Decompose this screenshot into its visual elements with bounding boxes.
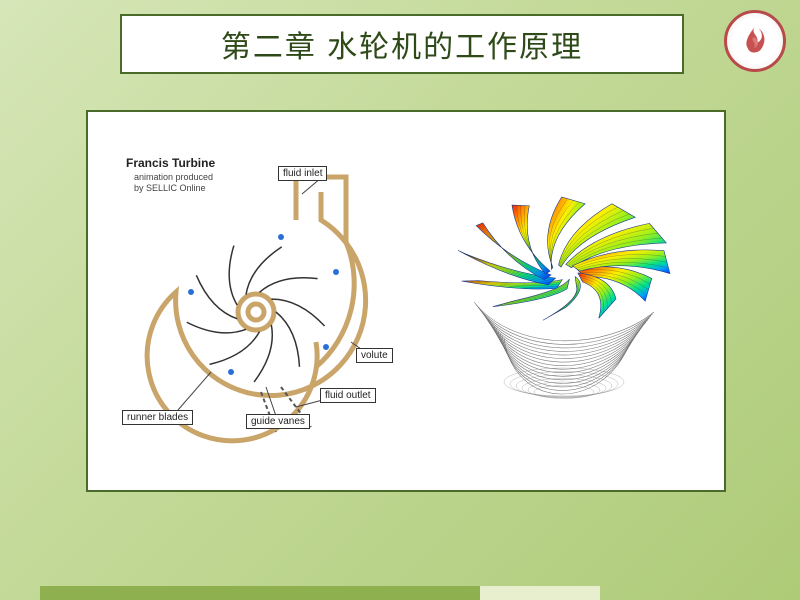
flame-icon [737,23,773,59]
cfd-runner-diagram [434,152,694,432]
footer-bar-dark [40,586,480,600]
francis-turbine-diagram: Francis Turbine animation produced by SE… [116,152,406,452]
label-fluid-inlet: fluid inlet [278,166,327,181]
footer-decoration [40,586,600,600]
turbine-schematic-svg [116,152,406,452]
label-guide-vanes: guide vanes [246,414,310,429]
label-fluid-outlet: fluid outlet [320,388,376,403]
cfd-svg [434,152,694,432]
footer-bar-light [480,586,600,600]
label-volute: volute [356,348,393,363]
slide: 第二章 水轮机的工作原理 Francis Turbine animation p… [0,0,800,600]
diagram-subtitle: animation produced by SELLIC Online [134,172,213,194]
content-panel: Francis Turbine animation produced by SE… [86,110,726,492]
institution-logo [724,10,786,72]
diagram-title: Francis Turbine [126,156,215,170]
label-runner-blades: runner blades [122,410,193,425]
page-title: 第二章 水轮机的工作原理 [221,22,583,66]
title-bar: 第二章 水轮机的工作原理 [120,14,684,74]
